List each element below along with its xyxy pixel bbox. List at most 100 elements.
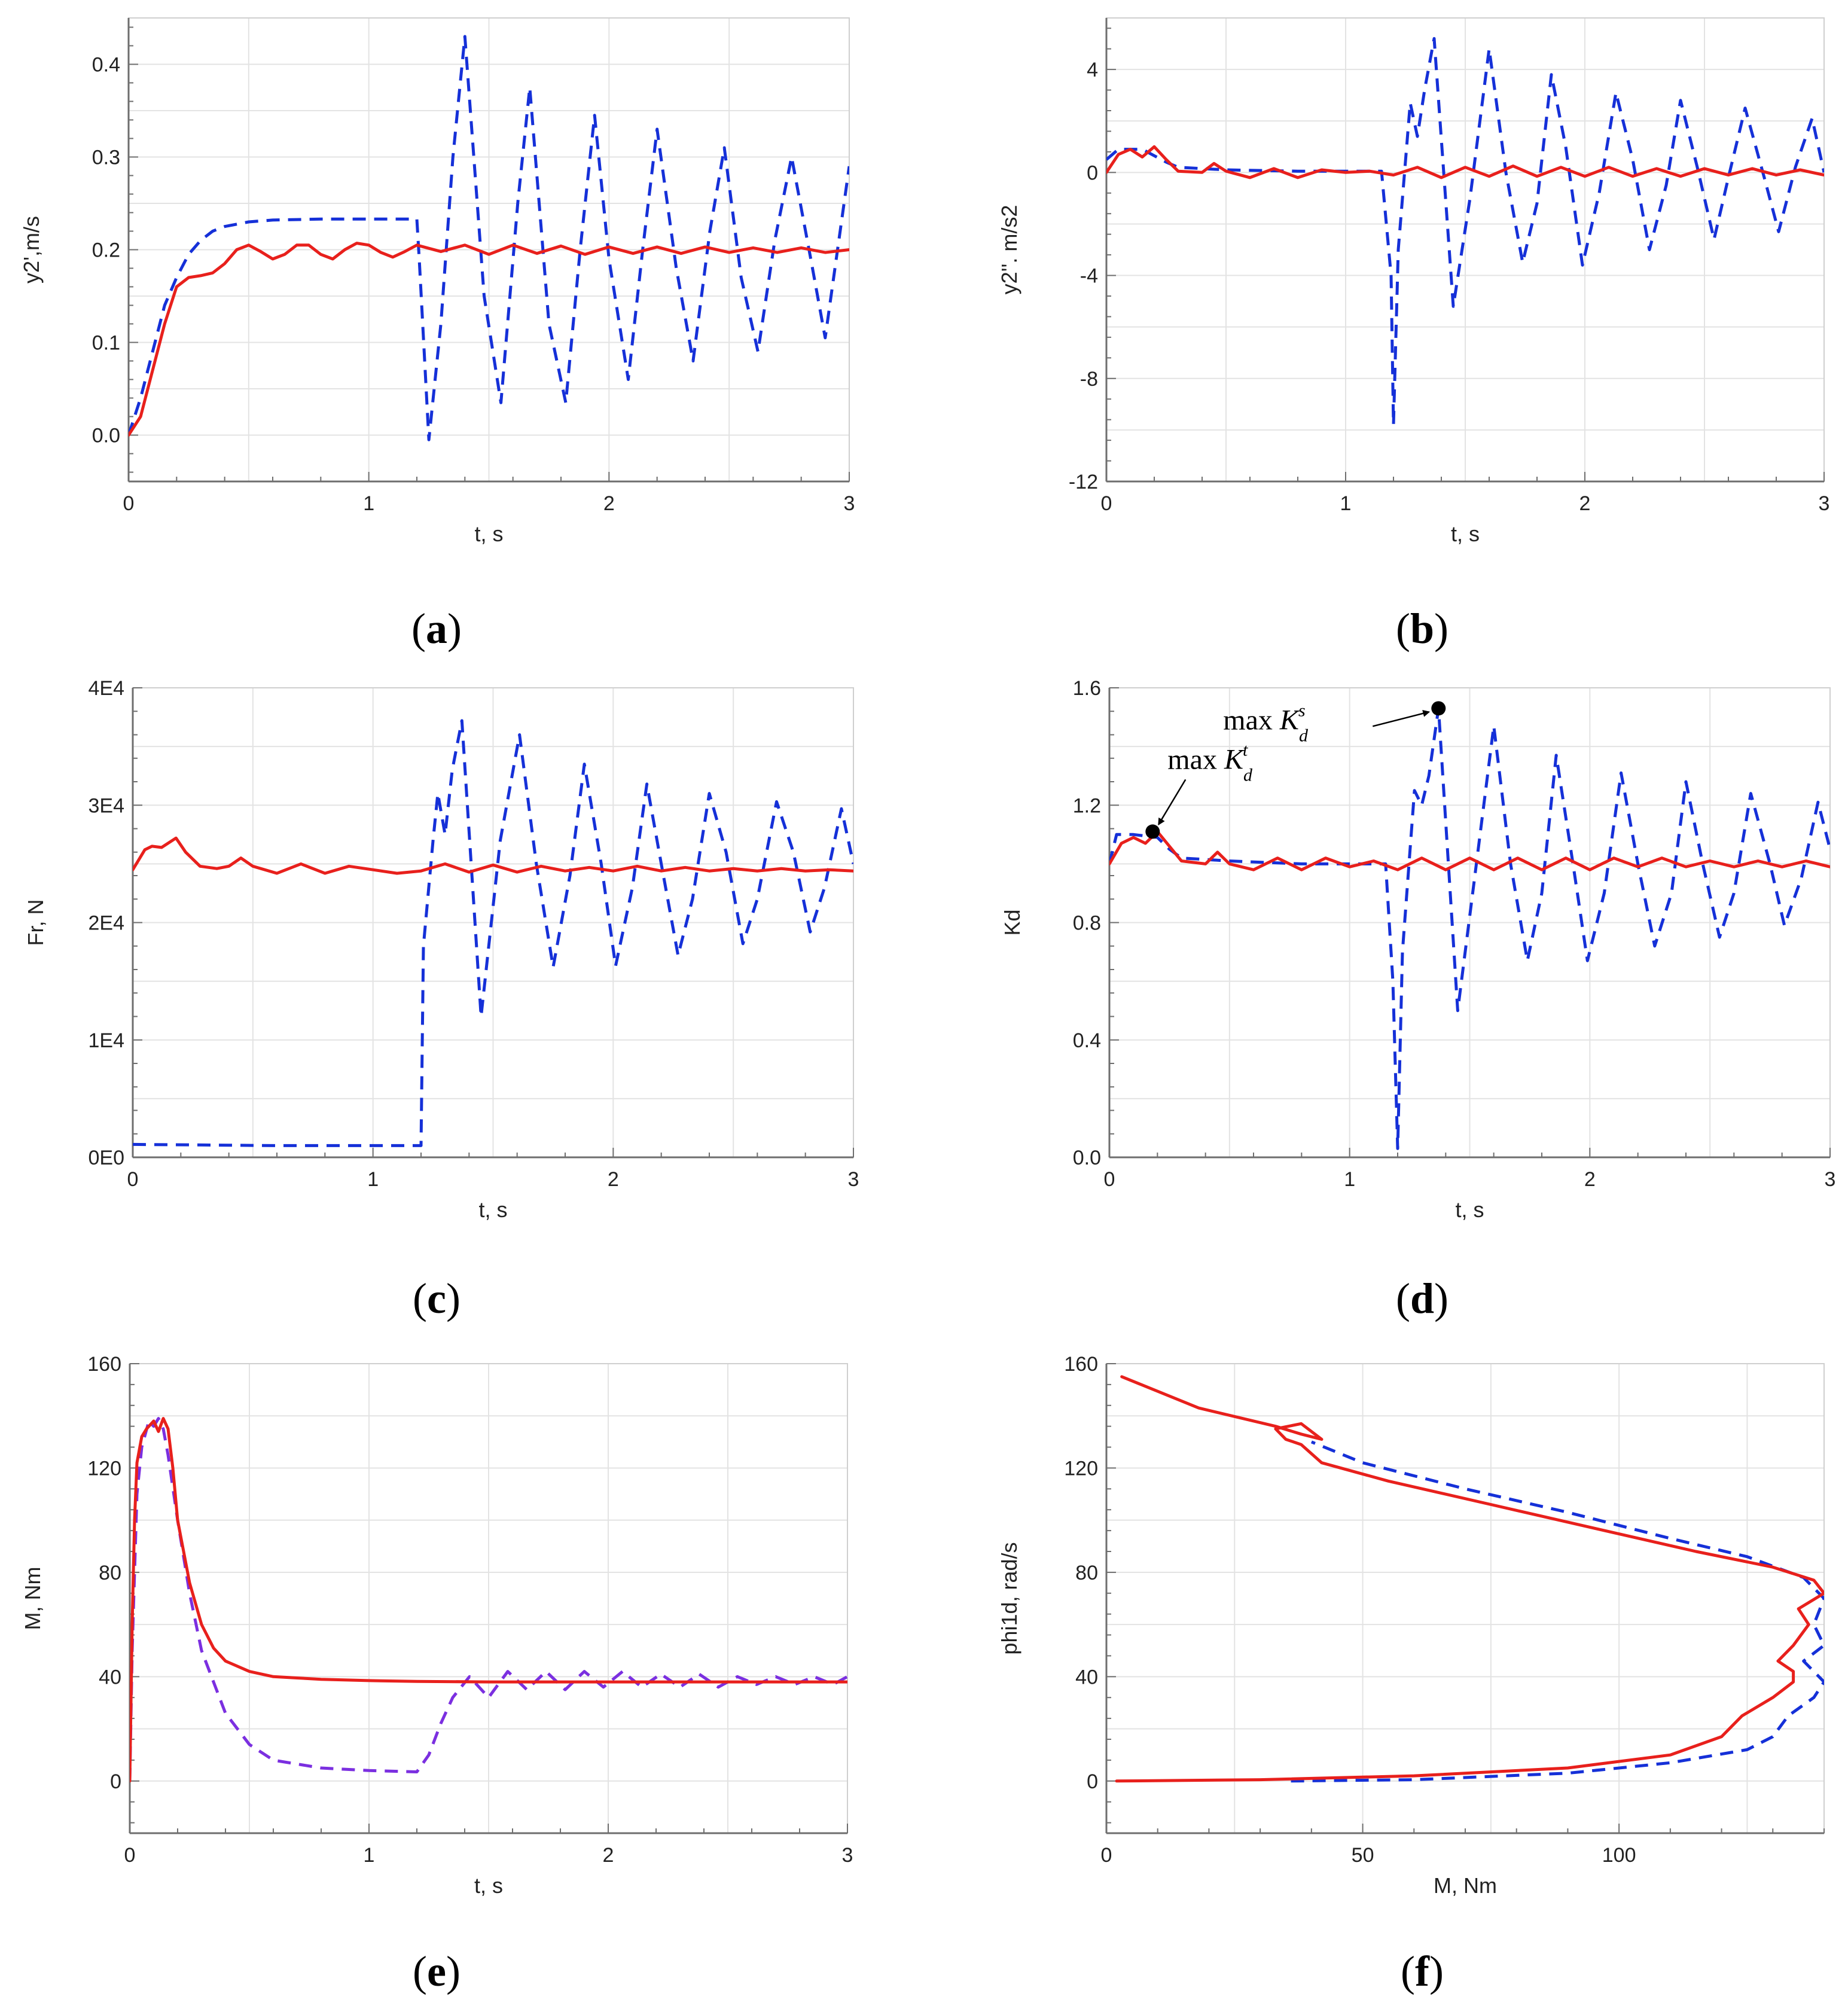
y-tick-label: 0.0 — [92, 425, 120, 447]
y-tick-label: 80 — [99, 1562, 121, 1584]
y-tick-label: 0 — [110, 1770, 121, 1793]
annotation-marker — [1431, 701, 1446, 716]
y-tick-label: -8 — [1080, 368, 1098, 391]
series-group-f — [1115, 1375, 1824, 1783]
x-tick-label: 0 — [123, 492, 135, 515]
y-tick-label: 0.2 — [92, 239, 120, 262]
y-tick-label: 0.3 — [92, 147, 120, 169]
y-tick-label: 0 — [1087, 161, 1098, 184]
series-group-b — [1106, 36, 1824, 426]
grid-b — [1106, 17, 1825, 482]
y-tick-label: 80 — [1075, 1562, 1098, 1584]
y-tick-label: 1.6 — [1073, 677, 1101, 700]
y-tick-label: 120 — [87, 1457, 121, 1480]
y-tick-label: 160 — [87, 1353, 121, 1376]
x-tick-label: 3 — [1819, 492, 1830, 515]
caption-f: (f) — [1401, 1947, 1444, 1995]
x-tick-label: 2 — [1584, 1168, 1596, 1191]
x-tick-label: 100 — [1602, 1844, 1636, 1867]
x-tick-label: 50 — [1352, 1844, 1374, 1867]
annotation-arrow — [1372, 710, 1431, 727]
caption-d: (d) — [1396, 1275, 1448, 1322]
x-tick-label: 3 — [1825, 1168, 1836, 1191]
y-tick-label: 2E4 — [89, 912, 125, 935]
series-dashed-line-a — [129, 35, 849, 441]
series-dashed-line-d — [1109, 706, 1830, 1150]
y-tick-label: 0E0 — [89, 1147, 125, 1169]
y-tick-label: 0.0 — [1073, 1147, 1101, 1169]
y-tick-label: -12 — [1069, 471, 1098, 493]
caption-b: (b) — [1396, 605, 1448, 653]
grid-c — [132, 687, 854, 1158]
x-tick-label: 2 — [603, 1844, 614, 1867]
caption-e: (e) — [413, 1947, 461, 1995]
y-tick-label: 0 — [1087, 1770, 1098, 1793]
plot-frame-f — [1106, 1363, 1825, 1834]
x-tick-label: 0 — [127, 1168, 139, 1191]
y-tick-label: 40 — [99, 1666, 121, 1688]
x-axis-label-a: t, s — [474, 522, 503, 546]
x-tick-label: 1 — [1340, 492, 1352, 515]
y-tick-label: 4E4 — [89, 677, 125, 700]
series-group-e — [130, 1417, 847, 1783]
series-solid-line-c — [133, 836, 853, 875]
x-tick-label: 0 — [124, 1844, 136, 1867]
y-axis-label-b: y2''. m/s2 — [997, 205, 1021, 295]
y-tick-label: 0.8 — [1073, 912, 1101, 935]
y-tick-label: 1.2 — [1073, 794, 1101, 817]
x-tick-label: 3 — [842, 1844, 853, 1867]
x-axis-label-d: t, s — [1455, 1197, 1484, 1222]
series-solid-line-b — [1106, 145, 1824, 179]
x-axis-label-c: t, s — [478, 1197, 507, 1222]
x-tick-label: 1 — [1344, 1168, 1355, 1191]
series-group-d — [1109, 706, 1830, 1150]
panel-f: 0 50 100 0 40 80 120 160 M, Nm phi1d, rad/s (f) — [997, 1353, 1825, 1995]
panel-b: 0 1 2 3 -12 -8 -4 0 4 t, s y2''. m/s2 (b) — [997, 17, 1830, 653]
y-tick-label: 1E4 — [89, 1029, 125, 1052]
grid-e — [129, 1363, 848, 1834]
series-group-c — [133, 719, 853, 1147]
y-axis-label-a: y2',m/s — [19, 216, 44, 283]
x-axis-label-f: M, Nm — [1434, 1873, 1497, 1898]
x-tick-label: 1 — [367, 1168, 379, 1191]
y-tick-label: 120 — [1064, 1457, 1098, 1480]
x-tick-label: 2 — [1579, 492, 1591, 515]
x-tick-label: 0 — [1101, 1844, 1112, 1867]
panel-a: 0 1 2 3 0.0 0.1 0.2 0.3 0.4 t, s y2',m/s (a) — [19, 17, 855, 653]
y-axis-label-d: Kd — [1000, 909, 1024, 935]
panel-c: 0 1 2 3 0E0 1E4 2E4 3E4 4E4 t, s Fr, N (c) — [23, 677, 859, 1322]
x-tick-label: 3 — [848, 1168, 859, 1191]
x-tick-label: 2 — [608, 1168, 619, 1191]
panel-e: 0 1 2 3 0 40 80 120 160 t, s M, Nm (e) — [20, 1353, 853, 1995]
y-axis-label-c: Fr, N — [23, 900, 48, 946]
x-axis-label-b: t, s — [1451, 522, 1480, 546]
x-tick-label: 3 — [844, 492, 855, 515]
y-axis-label-e: M, Nm — [20, 1567, 45, 1630]
y-tick-label: 0.4 — [92, 54, 120, 77]
x-tick-label: 1 — [363, 492, 374, 515]
annotation-label: max Kdt — [1167, 740, 1253, 785]
series-solid-line-e — [130, 1417, 847, 1783]
y-tick-label: 0.1 — [92, 332, 120, 355]
y-axis-label-f: phi1d, rad/s — [997, 1542, 1021, 1654]
x-tick-label: 0 — [1101, 492, 1112, 515]
series-solid-line-f — [1115, 1375, 1824, 1783]
grid-f — [1106, 1363, 1824, 1834]
annotation-marker — [1145, 824, 1160, 839]
y-tick-label: 4 — [1087, 59, 1098, 81]
y-tick-label: 40 — [1075, 1666, 1098, 1688]
annotation-arrow — [1158, 779, 1187, 826]
caption-a: (a) — [411, 605, 462, 653]
caption-c: (c) — [413, 1275, 461, 1322]
y-tick-label: 3E4 — [89, 794, 125, 817]
series-solid-line-a — [129, 242, 849, 437]
series-group-a — [129, 35, 849, 441]
series-dashed-line-f — [1291, 1440, 1824, 1783]
y-tick-label: 0.4 — [1073, 1029, 1101, 1052]
series-dashed-line-c — [133, 719, 853, 1147]
x-axis-label-e: t, s — [474, 1873, 503, 1898]
x-tick-label: 0 — [1104, 1168, 1115, 1191]
x-tick-label: 1 — [364, 1844, 375, 1867]
